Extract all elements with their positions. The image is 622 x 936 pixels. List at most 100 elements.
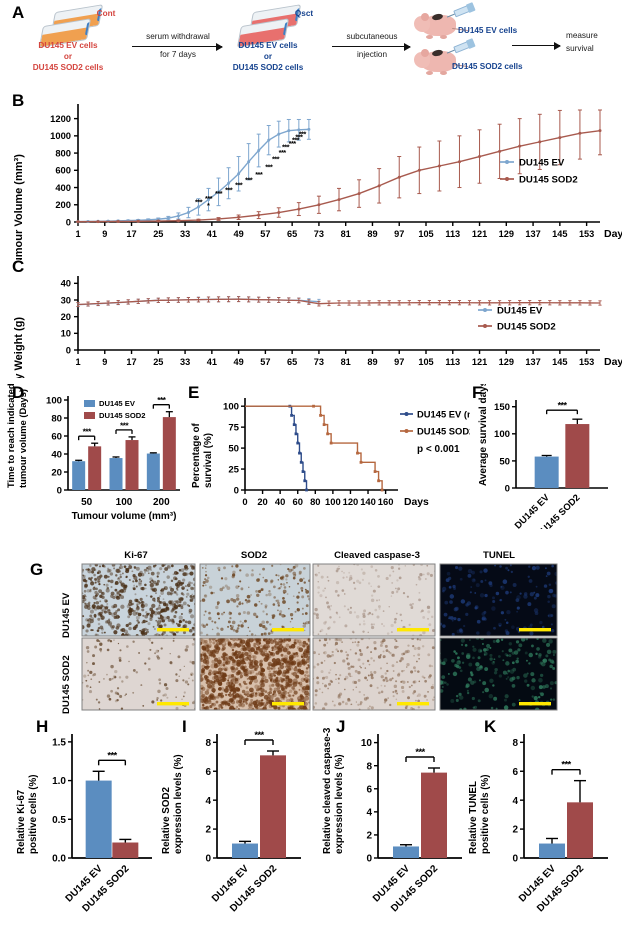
micrograph-cell: [117, 642, 120, 645]
micrograph-cell: [121, 572, 124, 575]
data-point: [277, 211, 281, 215]
micrograph-cell: [290, 655, 294, 659]
micrograph-cell: [162, 564, 166, 567]
micrograph-cell: [277, 601, 280, 605]
micrograph-cell: [119, 565, 123, 570]
micrograph-cell: [253, 660, 259, 665]
micrograph-cell: [531, 678, 536, 683]
significance-marker: ***: [195, 197, 203, 206]
micrograph-cell: [223, 656, 229, 662]
micrograph-cell: [528, 579, 533, 583]
micrograph-cell: [456, 629, 461, 634]
micrograph-cell: [516, 606, 520, 610]
micrograph-cell: [97, 570, 101, 574]
y-tick-label: 0: [66, 344, 71, 355]
micrograph-cell: [210, 652, 214, 655]
micrograph-cell: [241, 689, 246, 694]
micrograph-cell: [527, 602, 532, 607]
micrograph-cell: [370, 623, 373, 626]
micrograph-cell: [368, 663, 371, 666]
micrograph-cell: [154, 583, 158, 587]
micrograph-cell: [302, 640, 307, 645]
micrograph-cell: [222, 663, 226, 667]
km-curve-0: [245, 405, 308, 490]
micrograph-cell: [240, 643, 244, 647]
micrograph-cell: [159, 595, 161, 598]
micrograph-cell: [222, 646, 226, 650]
micrograph-cell: [550, 659, 554, 664]
micrograph-cell: [171, 564, 174, 568]
data-point: [136, 219, 140, 223]
micrograph-cell: [529, 623, 533, 627]
micrograph-cell: [125, 693, 127, 695]
micrograph-cell: [335, 648, 338, 651]
micrograph-cell: [208, 653, 212, 657]
micrograph-cell: [260, 672, 265, 677]
micrograph-cell: [516, 595, 521, 600]
data-point: [287, 129, 291, 133]
micrograph-cell: [212, 654, 216, 658]
micrograph-cell: [349, 610, 353, 615]
micrograph-cell: [506, 609, 511, 615]
micrograph-cell: [145, 568, 150, 572]
micrograph-cell: [174, 582, 179, 587]
micrograph-cell: [410, 606, 414, 610]
micrograph-cell: [204, 690, 210, 695]
micrograph-cell: [498, 624, 501, 627]
micrograph-cell: [218, 569, 221, 572]
micrograph-cell: [174, 610, 178, 614]
micrograph-cell: [155, 607, 159, 611]
data-point: [227, 181, 231, 185]
micrograph-cell: [118, 593, 122, 597]
micrograph-cell: [139, 597, 143, 601]
micrograph-cell: [306, 645, 310, 651]
micrograph-cell: [396, 589, 399, 592]
micrograph-cell: [156, 599, 161, 603]
x-tick-label: 25: [153, 357, 163, 367]
micrograph-cell: [292, 681, 296, 685]
micrograph-cell: [229, 617, 232, 620]
micrograph-cell: [217, 566, 221, 570]
micrograph-cell: [138, 601, 142, 605]
micrograph-cell: [165, 686, 169, 690]
micrograph-cell: [483, 648, 487, 652]
micrograph-cell: [223, 688, 229, 693]
micrograph-cell: [299, 660, 305, 666]
micrograph-cell: [479, 570, 483, 574]
micrograph-cell: [143, 568, 147, 572]
y-tick-label: 40: [61, 278, 71, 289]
micrograph-cell: [534, 707, 540, 710]
micrograph-cell: [173, 591, 177, 594]
legend-label: DU145 SOD2: [497, 322, 556, 333]
micrograph-cell: [304, 612, 308, 615]
micrograph-cell: [535, 593, 540, 598]
micrograph-cell: [351, 675, 353, 678]
micrograph-cell: [452, 671, 458, 677]
micrograph-cell: [208, 665, 211, 668]
micrograph-cell: [336, 638, 340, 642]
bar-DU145-EV: [85, 780, 112, 858]
micrograph-cell: [259, 663, 263, 667]
micrograph-cell: [145, 620, 148, 623]
micrograph-cell: [232, 599, 237, 603]
micrograph-cell: [141, 573, 145, 577]
micrograph-cell: [213, 591, 215, 594]
micrograph-cell: [211, 638, 216, 641]
micrograph-cell: [499, 565, 502, 568]
micrograph-cell: [324, 620, 328, 624]
micrograph-cell: [395, 698, 398, 701]
micrograph-cell: [545, 654, 549, 658]
micrograph-cell: [505, 661, 510, 666]
y-tick-label: 0.0: [52, 854, 66, 865]
micrograph-cell: [120, 595, 125, 600]
micrograph-cell: [118, 567, 121, 570]
micrograph-cell: [504, 698, 507, 702]
micrograph-cell: [335, 673, 337, 676]
micrograph-cell: [158, 682, 162, 685]
micrograph-cell: [205, 579, 209, 583]
micrograph-cell: [93, 573, 96, 577]
micrograph-cell: [220, 655, 224, 659]
micrograph-cell: [250, 594, 252, 596]
micrograph-cell: [131, 570, 134, 573]
legend-label: DU145 EV: [519, 158, 565, 169]
